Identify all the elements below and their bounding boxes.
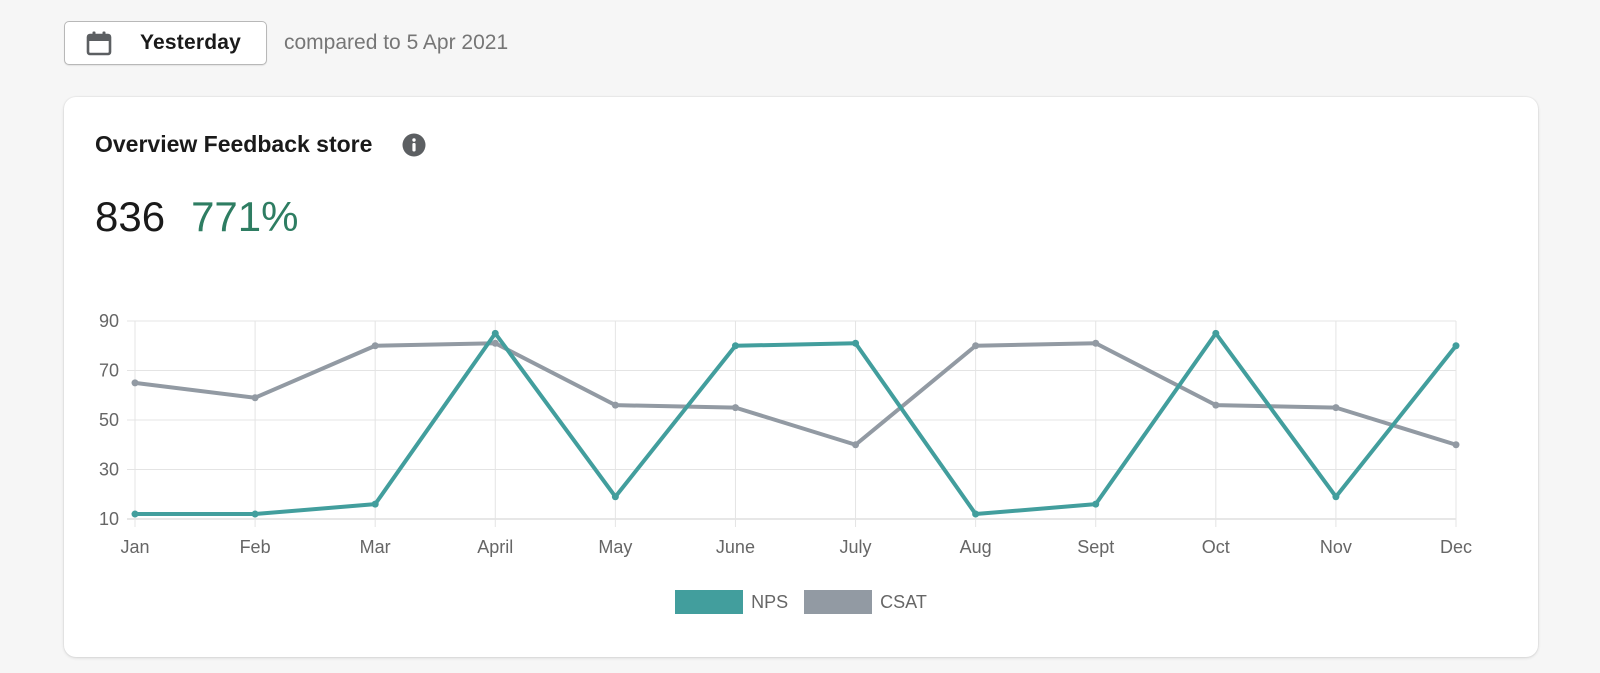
chart-legend: NPS CSAT bbox=[64, 590, 1538, 614]
nps-series-line bbox=[133, 331, 1458, 517]
nps-data-point bbox=[491, 329, 499, 337]
legend-swatch-nps bbox=[675, 590, 744, 614]
card-header: Overview Feedback store bbox=[95, 131, 426, 158]
x-tick-label: July bbox=[840, 537, 872, 557]
nps-data-point bbox=[1092, 500, 1100, 508]
x-tick-label: Feb bbox=[240, 537, 271, 557]
csat-data-point bbox=[1092, 339, 1100, 347]
nps-data-point bbox=[852, 339, 860, 347]
overview-card: Overview Feedback store 836 771% 10 30 50 7… bbox=[64, 97, 1538, 657]
nps-data-point bbox=[1212, 329, 1220, 337]
nps-data-point bbox=[611, 493, 619, 501]
csat-data-point bbox=[1332, 404, 1340, 412]
date-range-label: Yesterday bbox=[140, 31, 242, 54]
info-icon[interactable] bbox=[402, 133, 426, 157]
nps-data-point bbox=[731, 342, 739, 350]
y-tick-label: 70 bbox=[99, 361, 119, 381]
nps-data-point bbox=[1452, 342, 1460, 350]
nps-data-point bbox=[251, 510, 259, 518]
legend-item-nps[interactable]: NPS bbox=[675, 590, 788, 614]
comparison-text: compared to 5 Apr 2021 bbox=[284, 31, 509, 54]
csat-data-point bbox=[371, 342, 379, 350]
y-tick-label: 10 bbox=[99, 509, 119, 529]
x-tick-label: April bbox=[477, 537, 513, 557]
nps-data-point bbox=[972, 510, 980, 518]
csat-data-point bbox=[131, 379, 139, 387]
csat-data-point bbox=[731, 404, 739, 412]
x-tick-label: Nov bbox=[1320, 537, 1352, 557]
legend-label-nps: NPS bbox=[751, 591, 789, 612]
csat-data-point bbox=[1212, 401, 1220, 409]
csat-data-point bbox=[251, 394, 259, 402]
y-tick-label: 50 bbox=[99, 410, 119, 430]
x-tick-label: Jan bbox=[120, 537, 149, 557]
x-tick-label: Sept bbox=[1077, 537, 1114, 557]
x-tick-label: May bbox=[598, 537, 632, 557]
metric-change: 771% bbox=[191, 193, 299, 240]
date-range-button[interactable]: Yesterday bbox=[64, 21, 267, 65]
csat-data-point bbox=[852, 441, 860, 449]
csat-data-point bbox=[611, 401, 619, 409]
nps-data-point bbox=[131, 510, 139, 518]
nps-data-point bbox=[1332, 493, 1340, 501]
metric-summary: 836 771% bbox=[95, 193, 299, 241]
nps-data-point bbox=[371, 500, 379, 508]
card-title: Overview Feedback store bbox=[95, 131, 373, 157]
y-tick-label: 30 bbox=[99, 460, 119, 480]
legend-label-csat: CSAT bbox=[880, 591, 927, 612]
x-tick-label: Dec bbox=[1440, 537, 1472, 557]
csat-data-point bbox=[972, 342, 980, 350]
line-chart: 10 30 50 70 90 Jan Feb Mar April May June July Aug Se… bbox=[99, 311, 1472, 557]
csat-data-point bbox=[491, 339, 499, 347]
legend-item-csat[interactable]: CSAT bbox=[804, 590, 927, 614]
x-tick-label: Mar bbox=[360, 537, 391, 557]
calendar-icon bbox=[86, 30, 112, 56]
date-filter-bar: Yesterday compared to 5 Apr 2021 bbox=[64, 21, 508, 65]
csat-data-point bbox=[1452, 441, 1460, 449]
legend-swatch-csat bbox=[804, 590, 873, 614]
x-tick-label: Aug bbox=[960, 537, 992, 557]
csat-series-line bbox=[133, 341, 1458, 447]
y-tick-label: 90 bbox=[99, 311, 119, 331]
metric-value: 836 bbox=[95, 193, 166, 240]
x-tick-label: June bbox=[716, 537, 755, 557]
x-tick-label: Oct bbox=[1202, 537, 1230, 557]
